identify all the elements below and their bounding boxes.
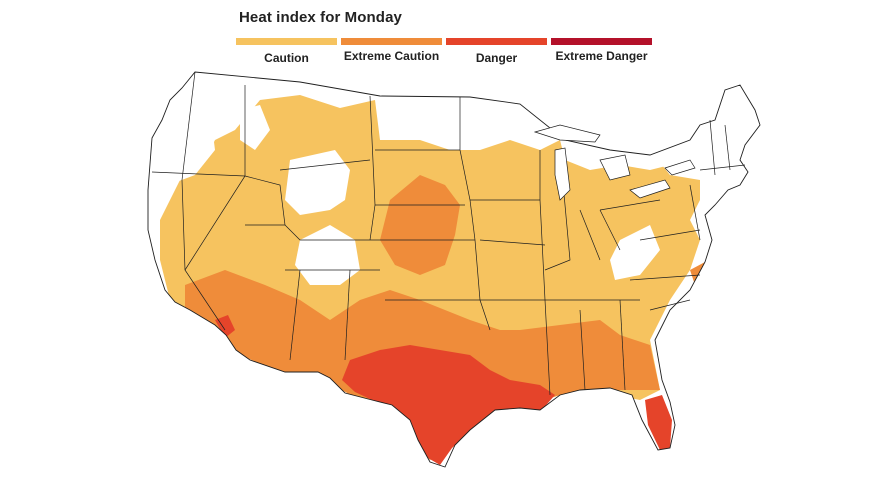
legend-item-caution: Caution	[236, 38, 337, 64]
legend-label-extreme-danger: Extreme Danger	[555, 49, 648, 63]
legend-item-danger: Danger	[446, 38, 547, 64]
zone-no-data-upper-midwest	[380, 110, 470, 140]
zone-danger-texas	[342, 345, 555, 465]
state-borders	[151, 71, 746, 396]
legend-label-extreme-caution: Extreme Caution	[343, 49, 440, 63]
zone-no-data-wyoming	[285, 150, 350, 215]
us-outline	[147, 71, 761, 468]
legend-item-extreme-caution: Extreme Caution	[341, 38, 442, 62]
legend-swatch-caution	[236, 38, 337, 45]
legend-label-caution: Caution	[264, 51, 309, 65]
legend-swatch-danger	[446, 38, 547, 45]
legend-swatch-extreme-caution	[341, 38, 442, 45]
zone-no-data-idaho	[240, 105, 270, 150]
heat-index-legend: Caution Extreme Caution Danger Extreme D…	[236, 38, 654, 78]
zone-danger-arizona	[215, 315, 235, 338]
heat-zones	[148, 95, 745, 465]
legend-swatch-extreme-danger	[551, 38, 652, 45]
zone-extreme-caution-plains	[380, 175, 460, 275]
zone-no-data-pacific-nw	[148, 110, 215, 190]
legend-item-extreme-danger: Extreme Danger	[551, 38, 652, 62]
map-title: Heat index for Monday	[239, 9, 402, 26]
great-lakes	[533, 124, 696, 201]
zone-danger-florida	[645, 395, 672, 450]
legend-label-danger: Danger	[475, 51, 518, 65]
